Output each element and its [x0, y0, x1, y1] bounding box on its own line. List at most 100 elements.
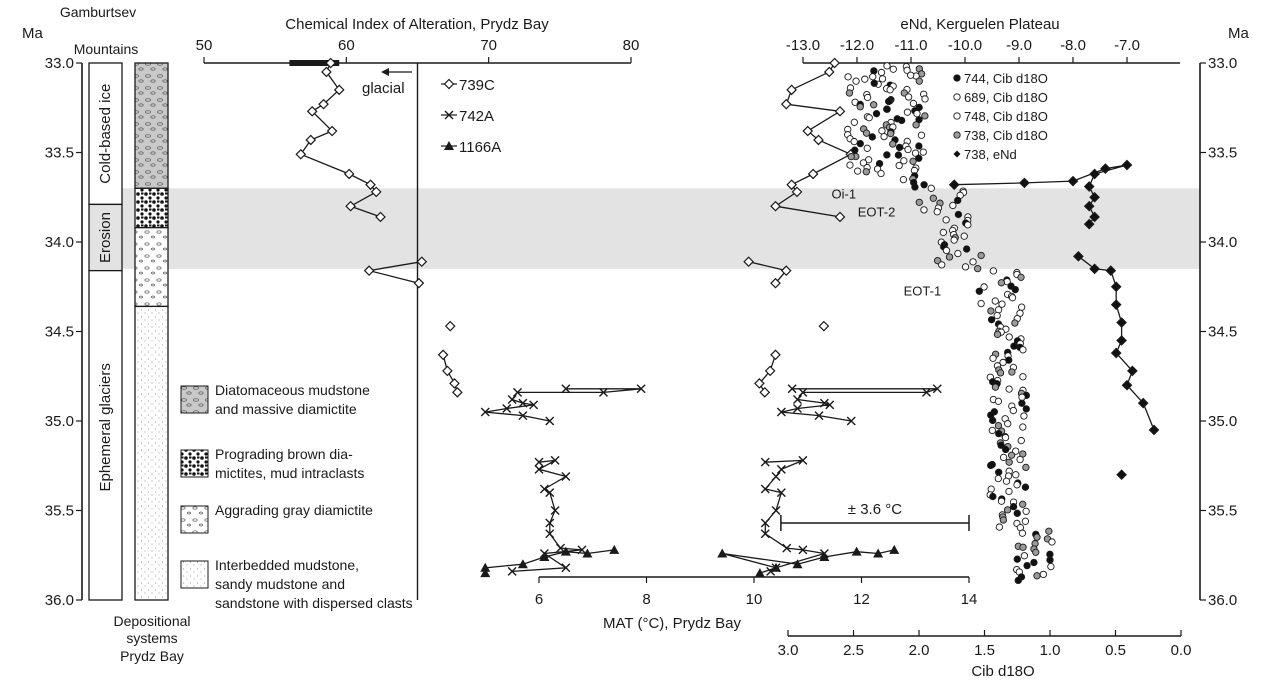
point-1166a [609, 544, 620, 554]
point-739c [754, 378, 765, 389]
legend-right-label: 748, Cib d18O [964, 109, 1048, 124]
point-cib-d18o [852, 77, 860, 85]
point-cib-d18o [1033, 533, 1041, 541]
point-cib-d18o [1011, 319, 1019, 327]
end-axis-title: eNd, Kerguelen Plateau [900, 16, 1059, 33]
point-cib-d18o [1001, 445, 1010, 454]
legend-gray-diamictite-swatch [180, 505, 209, 534]
mat-tick-label: 10 [746, 591, 763, 608]
point-cib-d18o [889, 140, 897, 148]
point-1166a [873, 548, 884, 558]
point-cib-d18o [878, 75, 887, 83]
point-cib-d18o [1039, 570, 1048, 579]
point-cib-d18o [963, 245, 971, 253]
point-cib-d18o [1017, 273, 1025, 281]
point-cib-d18o [991, 383, 1000, 391]
column-cold-based-ice [88, 62, 123, 206]
d18o-tick-label: 1.5 [974, 642, 995, 659]
point-742a [518, 411, 528, 421]
point-cib-d18o [949, 201, 957, 210]
point-739c [829, 57, 840, 69]
legend-diatomaceous-label: and massive diamictite [215, 401, 357, 417]
legend-right-marker [953, 112, 961, 120]
point-742a [846, 416, 856, 426]
point-1166a [717, 548, 728, 558]
point-742a [932, 384, 942, 394]
point-cib-d18o [870, 79, 878, 87]
point-738-end [1121, 159, 1133, 171]
point-742a [760, 484, 770, 494]
point-cib-d18o [993, 311, 1001, 320]
glacial-range-bar [289, 60, 340, 66]
point-742a [534, 457, 544, 467]
point-742a [561, 384, 571, 394]
end-tick-label: -7.0 [1114, 37, 1140, 54]
point-739c [416, 256, 428, 268]
point-739c [321, 66, 332, 78]
point-cib-d18o [977, 251, 985, 260]
point-739c [325, 57, 337, 69]
point-cib-d18o [915, 77, 923, 85]
legend-gray-diamictite-label: Aggrading gray diamictite [215, 502, 373, 518]
point-1166a [851, 546, 862, 556]
point-cib-d18o [919, 148, 927, 156]
left-age-tick-label: 34.5 [45, 324, 74, 341]
point-cib-d18o [1001, 433, 1010, 442]
end-tick-label: -11.0 [894, 37, 927, 54]
point-cib-d18o [998, 300, 1006, 308]
point-742a [561, 471, 571, 481]
legend-marker-742a [444, 110, 454, 120]
point-cib-d18o [1018, 393, 1026, 401]
point-739c [791, 186, 803, 198]
point-cib-d18o [904, 145, 912, 154]
point-742a [545, 488, 555, 498]
point-1166a [771, 562, 781, 572]
point-cib-d18o [880, 132, 888, 141]
point-cib-d18o [1019, 423, 1027, 431]
point-cib-d18o [927, 184, 935, 192]
cia-tick-label: 70 [480, 37, 497, 54]
point-742a [545, 529, 555, 539]
point-742a [539, 484, 549, 494]
legend-interbedded-label: Interbedded mudstone, [215, 557, 359, 573]
point-cib-d18o [1022, 405, 1030, 413]
point-cib-d18o [920, 181, 928, 189]
point-cib-d18o [913, 110, 921, 118]
point-1166a [754, 568, 765, 578]
point-742a [825, 400, 835, 410]
point-cib-d18o [1020, 412, 1028, 420]
shaded-band [90, 188, 1200, 269]
point-cib-d18o [980, 283, 988, 291]
mat-tick-label: 6 [535, 591, 543, 608]
point-cib-d18o [1019, 543, 1027, 551]
point-739c [437, 349, 449, 361]
point-739c [375, 211, 386, 223]
point-cib-d18o [999, 516, 1008, 524]
point-742a [550, 455, 560, 465]
point-cib-d18o [883, 62, 891, 70]
point-cib-d18o [853, 167, 862, 175]
point-cib-d18o [1012, 471, 1020, 479]
depositional-label-2: systems [126, 630, 177, 646]
point-cib-d18o [1005, 458, 1013, 466]
point-cib-d18o [1008, 294, 1017, 302]
legend-label-1166a: 1166A [459, 139, 501, 156]
point-cib-d18o [903, 66, 911, 74]
point-739c [365, 179, 376, 191]
point-cib-d18o [903, 108, 912, 116]
point-cib-d18o [1002, 477, 1011, 485]
right-age-tick-label: 35.0 [1208, 413, 1237, 430]
point-cib-d18o [1014, 576, 1022, 585]
point-cib-d18o [911, 183, 919, 191]
right-age-tick-label: 35.5 [1208, 503, 1237, 520]
point-cib-d18o [989, 416, 997, 425]
point-742a [545, 518, 555, 528]
point-1166a [792, 559, 803, 569]
point-cib-d18o [1033, 572, 1041, 580]
point-cib-d18o [877, 68, 886, 77]
point-cib-d18o [987, 316, 996, 324]
point-cib-d18o [863, 93, 872, 102]
point-739c [305, 134, 317, 146]
point-cib-d18o [904, 93, 913, 101]
point-cib-d18o [846, 161, 854, 169]
